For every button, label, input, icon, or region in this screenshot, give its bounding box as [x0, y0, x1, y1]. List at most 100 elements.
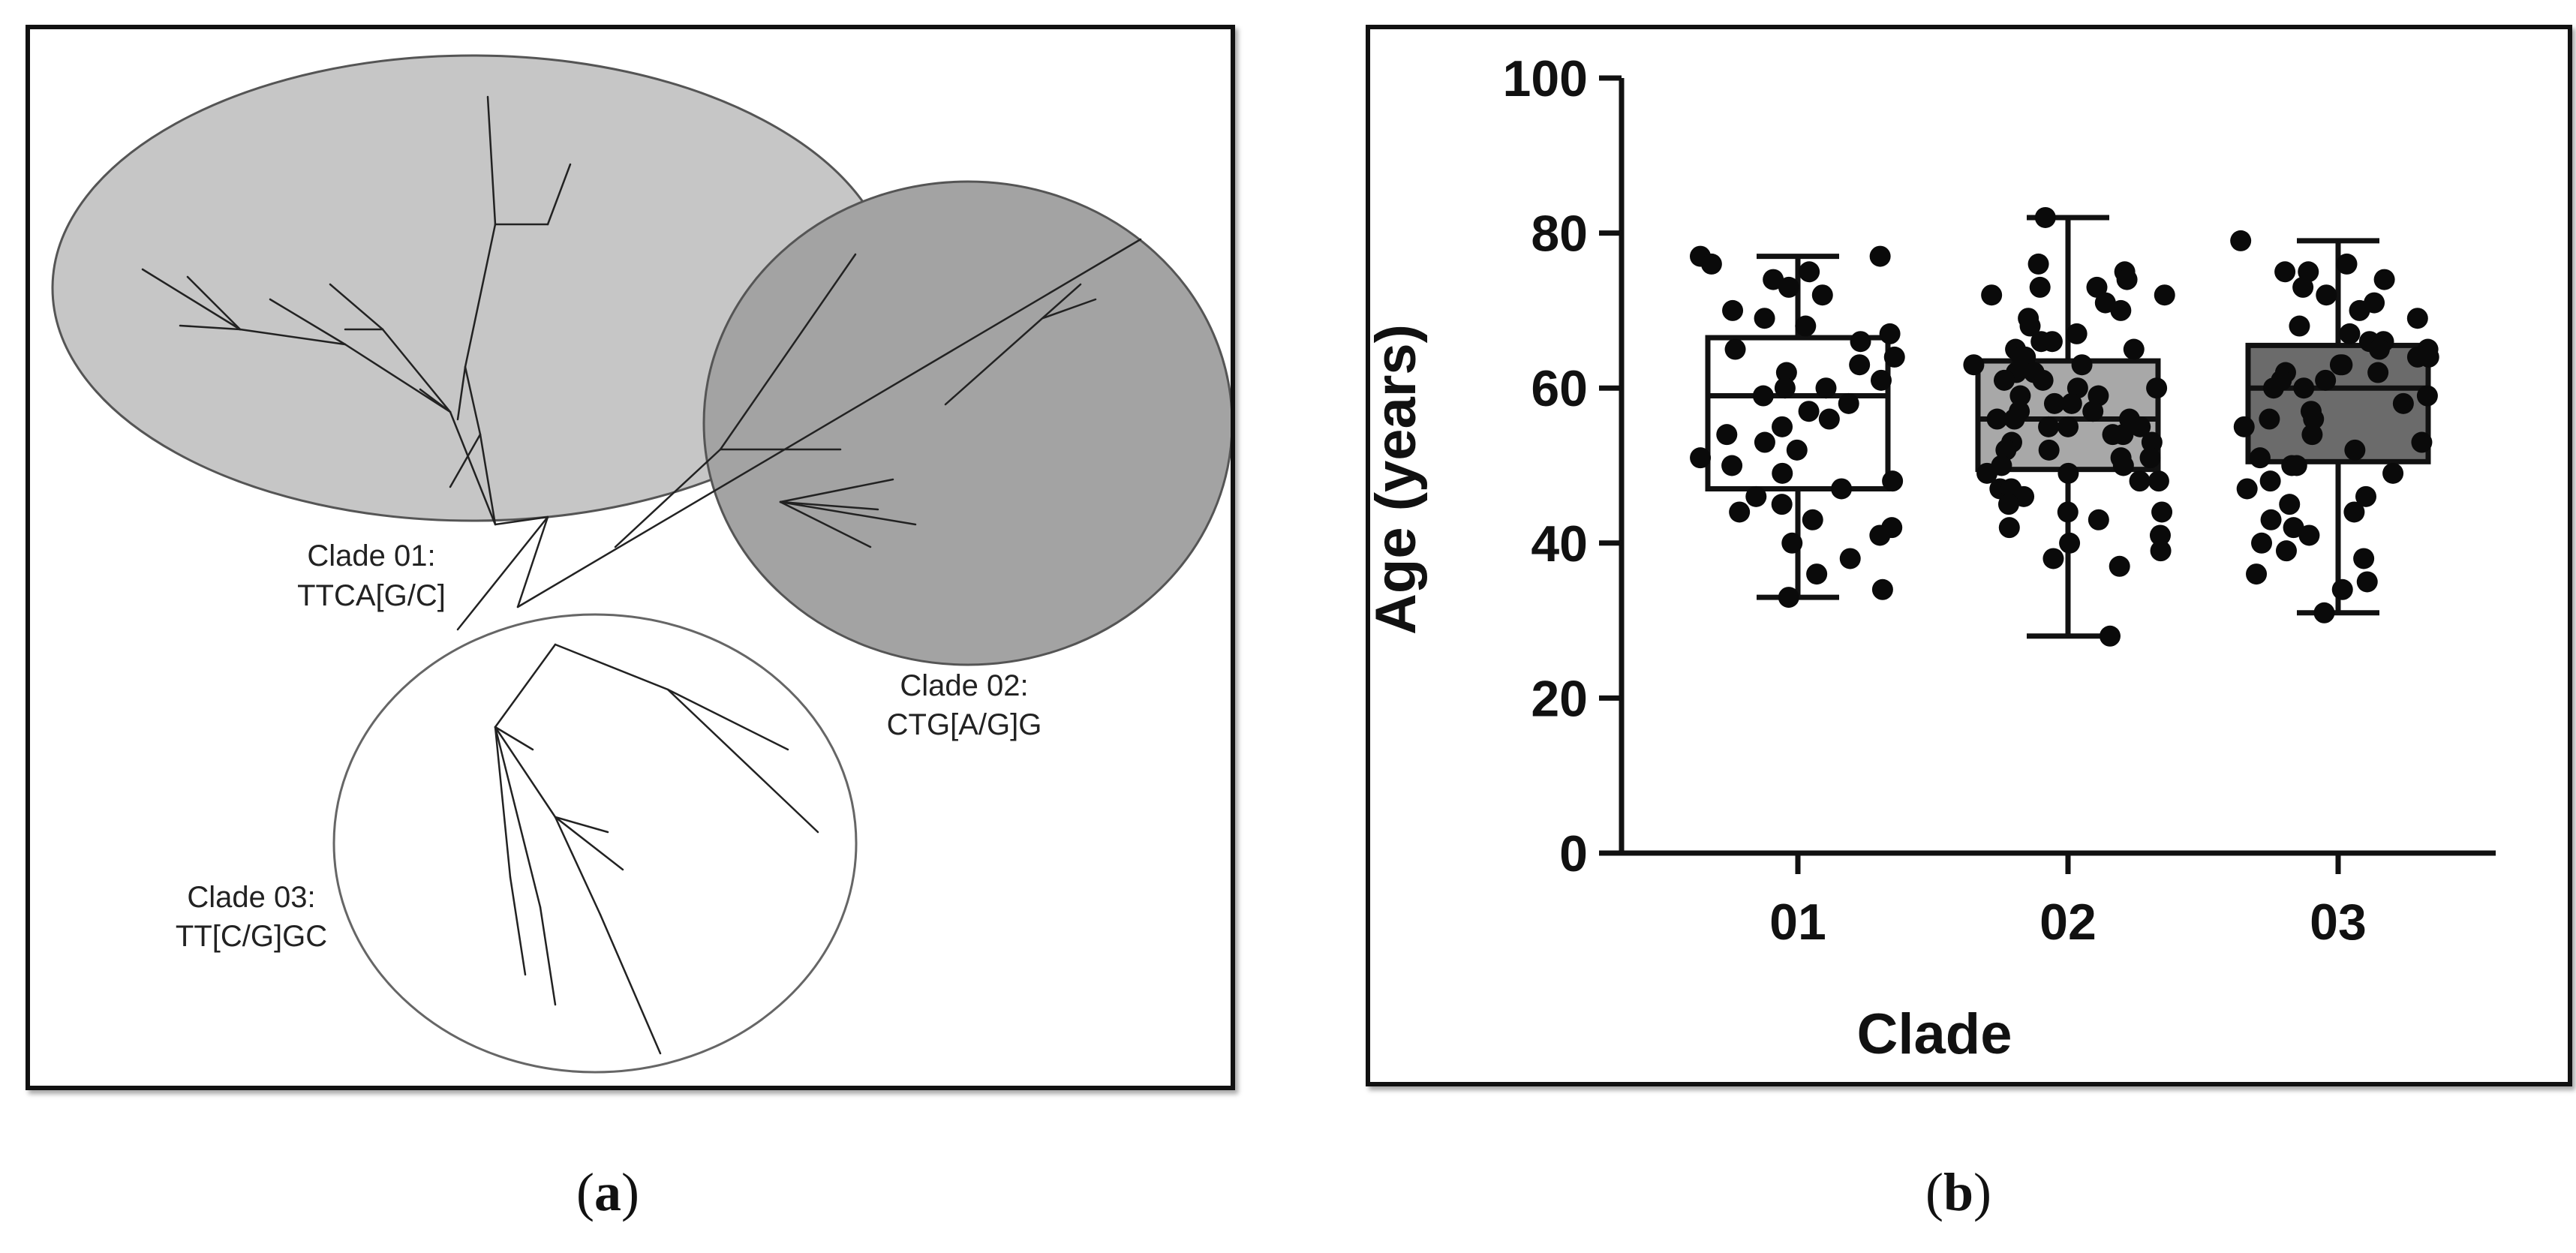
tree-branch	[719, 253, 857, 451]
data-point	[2251, 532, 2273, 554]
tree-branch	[179, 324, 242, 331]
data-point	[2057, 462, 2079, 484]
tree-branch	[539, 906, 557, 1006]
x-tick-label: 01	[1769, 894, 1826, 951]
tree-branches	[141, 95, 1142, 1055]
caption-a-open: (	[576, 1162, 594, 1222]
data-point	[1998, 517, 2020, 539]
data-point	[2262, 377, 2284, 399]
data-point	[1729, 501, 1751, 523]
data-point	[2356, 571, 2378, 593]
clade-03-region	[332, 613, 858, 1074]
data-point	[2116, 269, 2138, 290]
clade-02-title: Clade 02:	[900, 669, 1028, 702]
tree-branch	[464, 365, 482, 436]
data-point	[2301, 424, 2323, 446]
y-tick-label: 60	[1531, 360, 1588, 417]
x-tick-label: 03	[2310, 894, 2367, 951]
data-point	[2249, 447, 2271, 469]
data-point	[2236, 478, 2258, 500]
data-point	[2343, 501, 2365, 523]
data-point	[2406, 346, 2428, 368]
data-point	[2066, 323, 2088, 344]
data-point	[2392, 392, 2414, 414]
tree-branch	[554, 643, 669, 691]
caption-b-letter: b	[1943, 1162, 1974, 1222]
data-point	[2283, 517, 2304, 539]
data-point	[2015, 346, 2036, 368]
x-axis-title: Clade	[1857, 1002, 2012, 1066]
data-point	[2292, 276, 2314, 298]
data-point	[2260, 509, 2282, 530]
panel-b-boxplot: 0 20 40 60 80 100 01 02 03 Age (years) Clade	[1366, 25, 2572, 1086]
tree-branch	[1042, 298, 1097, 320]
data-point	[1883, 346, 1905, 368]
data-point	[1806, 563, 1828, 585]
data-point	[1774, 377, 1796, 399]
data-point	[1963, 354, 1985, 376]
box-clade-02	[1963, 206, 2175, 647]
data-point	[1986, 408, 2008, 430]
box-series	[1690, 206, 2439, 647]
tree-branch	[944, 283, 1082, 406]
data-point	[2298, 524, 2320, 546]
data-point	[2088, 509, 2109, 530]
data-point	[1981, 284, 2003, 306]
data-point	[2123, 338, 2145, 360]
data-point	[1871, 578, 1893, 600]
tree-branch	[516, 238, 1142, 608]
data-point	[2034, 206, 2056, 228]
data-point	[2109, 555, 2130, 577]
tree-branch	[141, 268, 242, 331]
tree-branch	[449, 433, 482, 488]
tree-branch	[486, 95, 497, 226]
data-point	[2289, 315, 2310, 337]
data-point	[1997, 494, 2019, 515]
data-point	[1772, 416, 1793, 437]
tree-branch	[554, 816, 609, 834]
clade-03-title: Clade 03:	[187, 881, 315, 914]
tree-branch	[666, 688, 789, 751]
data-point	[2331, 354, 2353, 376]
box-clade-03	[2230, 230, 2439, 623]
tree-branch	[479, 433, 497, 526]
data-point	[1724, 338, 1746, 360]
data-point	[1850, 331, 1871, 353]
tree-branch	[779, 500, 879, 511]
data-point	[2154, 284, 2175, 306]
y-tick-label: 40	[1531, 515, 1588, 572]
tree-branch	[666, 688, 819, 834]
data-point	[1781, 532, 1803, 554]
data-point	[2032, 369, 2054, 391]
data-point	[2009, 385, 2031, 407]
data-point	[2129, 470, 2151, 492]
data-point	[2367, 362, 2389, 383]
data-point	[1869, 524, 1891, 546]
tree-branch	[464, 223, 497, 368]
data-point	[1700, 253, 1722, 275]
tree-branch	[779, 500, 917, 526]
y-tick-label: 20	[1531, 670, 1588, 727]
data-point	[1754, 308, 1775, 329]
data-point	[2246, 563, 2268, 585]
tree-branch	[269, 298, 347, 346]
data-point	[2042, 548, 2064, 569]
clade-02-motif: CTG[A/G]G	[887, 708, 1042, 741]
tree-branch	[494, 643, 557, 729]
y-axis-title: Age (years)	[1370, 324, 1428, 635]
data-point	[2112, 455, 2134, 476]
caption-b: (b)	[1883, 1161, 2033, 1224]
data-point	[2279, 494, 2301, 515]
data-point	[2406, 308, 2428, 329]
data-point	[2303, 408, 2325, 430]
tree-branch	[554, 816, 602, 916]
data-point	[2355, 485, 2376, 507]
data-point	[2150, 540, 2172, 562]
phylogenetic-tree: Clade 01: TTCA[G/C] Clade 02: CTG[A/G]G …	[51, 54, 1231, 1074]
data-point	[2353, 548, 2375, 569]
tree-branch	[516, 515, 549, 608]
tree-branch	[344, 343, 452, 413]
data-point	[1976, 462, 1998, 484]
data-point	[2259, 470, 2281, 492]
data-point	[1752, 385, 1774, 407]
